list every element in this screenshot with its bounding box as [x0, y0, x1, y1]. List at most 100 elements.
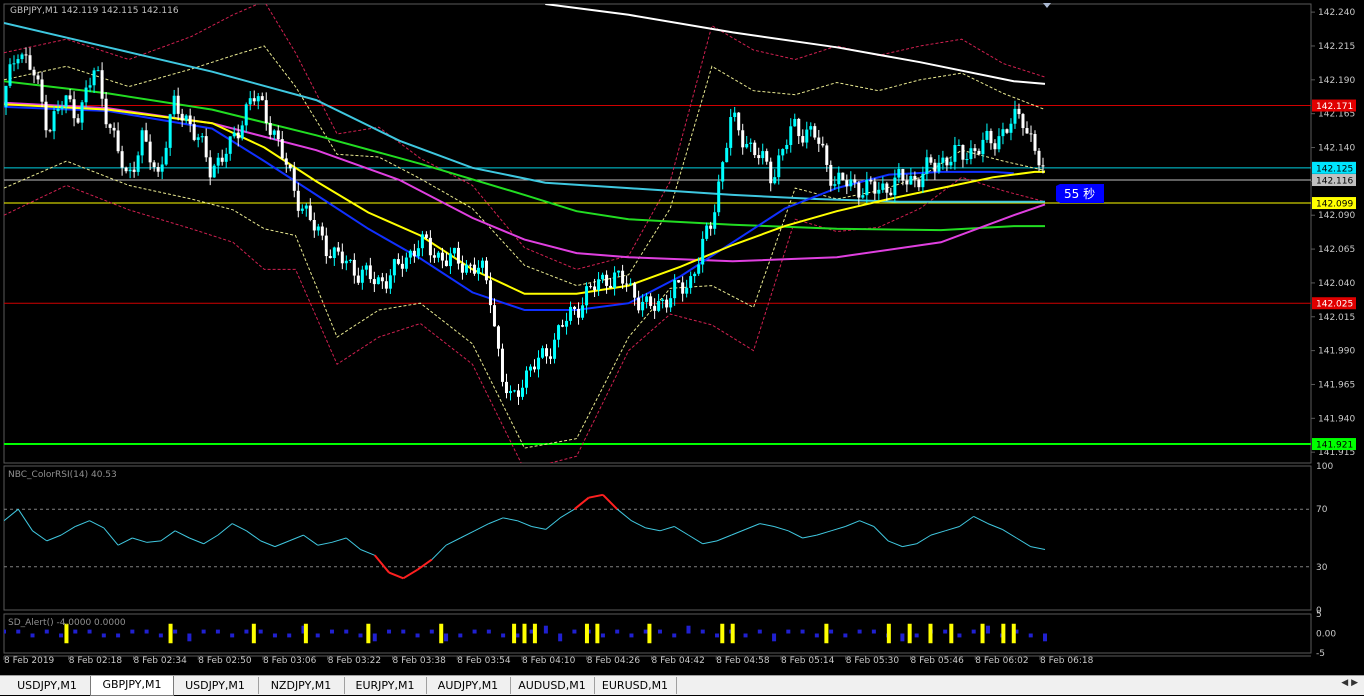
- candle-body: [525, 370, 529, 388]
- candle-body: [637, 297, 641, 311]
- rsi-segment: [588, 493, 604, 499]
- candle-body: [36, 75, 40, 80]
- candle-body: [304, 205, 308, 209]
- tab-gbpjpym1[interactable]: GBPJPY,M1: [90, 676, 174, 696]
- candle: [965, 152, 969, 165]
- tab-audusdm1[interactable]: AUDUSD,M1: [510, 677, 595, 694]
- candle: [709, 221, 713, 236]
- candle-body: [56, 108, 60, 112]
- tab-usdjpym1[interactable]: USDJPY,M1: [4, 677, 91, 694]
- alert-bar: [215, 629, 220, 634]
- candle-body: [801, 136, 805, 143]
- candle: [657, 293, 661, 313]
- candle-body: [649, 296, 653, 306]
- rsi-segment: [659, 526, 675, 532]
- candle: [48, 128, 52, 133]
- candle: [204, 128, 208, 162]
- candle-body: [272, 130, 276, 135]
- candle: [845, 174, 849, 195]
- candle-body: [312, 219, 316, 231]
- candle: [553, 333, 557, 364]
- candle: [609, 277, 613, 289]
- candle-body: [88, 85, 92, 88]
- candle: [825, 143, 829, 172]
- price-tag: [1312, 438, 1356, 451]
- candle: [420, 230, 424, 257]
- alert-label: SD_Alert() -4.0000 0.0000: [8, 618, 126, 628]
- candle-body: [713, 212, 717, 229]
- candle-body: [464, 264, 468, 273]
- alert-bar: [800, 629, 805, 634]
- alert-bar: [272, 633, 277, 638]
- candle: [480, 257, 484, 274]
- candle-body: [256, 96, 260, 102]
- alert-bar: [315, 633, 320, 638]
- candle: [276, 125, 280, 147]
- alert-bar: [201, 629, 206, 634]
- candle-body: [701, 238, 705, 265]
- candle: [64, 94, 68, 114]
- tab-eurusdm1[interactable]: EURUSD,M1: [594, 677, 677, 694]
- candle: [841, 172, 845, 181]
- chart-shift-marker-icon[interactable]: [1043, 3, 1051, 8]
- candle: [625, 275, 629, 292]
- candle: [1041, 157, 1045, 174]
- candle-body: [693, 273, 697, 277]
- rsi-segment: [203, 534, 219, 545]
- candle: [901, 168, 905, 186]
- rsi-segment: [331, 537, 347, 543]
- candle: [160, 156, 164, 180]
- candle: [328, 249, 332, 259]
- candle-body: [881, 183, 885, 190]
- candle-body: [861, 195, 865, 198]
- rsi-segment: [531, 525, 546, 530]
- candle-body: [228, 136, 232, 154]
- candle-body: [569, 306, 573, 321]
- candle: [605, 270, 609, 294]
- candle: [256, 93, 260, 110]
- candle-body: [400, 263, 404, 269]
- candle: [529, 364, 533, 377]
- tab-audjpym1[interactable]: AUDJPY,M1: [426, 677, 511, 694]
- chart-area[interactable]: 142.240 142.215 142.190 142.165 142.140 142.1…: [0, 0, 1364, 675]
- candle: [945, 156, 949, 172]
- candle-body: [949, 161, 953, 166]
- candle: [801, 129, 805, 147]
- candle-body: [496, 326, 500, 349]
- candle-body: [865, 179, 869, 196]
- price-tag-label: 142.099: [1316, 200, 1353, 210]
- candle: [352, 253, 356, 284]
- candle: [96, 66, 100, 72]
- alert-bar: [101, 633, 106, 638]
- alert-bar: [244, 629, 249, 634]
- rsi-segment: [773, 526, 789, 532]
- rsi-segment: [373, 554, 390, 574]
- rsi-segment: [702, 540, 718, 545]
- alert-bar: [44, 629, 49, 634]
- tab-eurjpym1[interactable]: EURJPY,M1: [344, 677, 427, 694]
- candle: [128, 162, 132, 179]
- tab-nzdjpym1[interactable]: NZDJPY,M1: [258, 677, 345, 694]
- candle: [380, 272, 384, 289]
- candle: [577, 302, 581, 325]
- candle-body: [140, 130, 144, 156]
- candle-body: [1001, 129, 1005, 137]
- tab-scroll-arrows-icon[interactable]: ◀ ▶: [1341, 678, 1358, 688]
- alert-bar: [957, 633, 962, 638]
- candle: [364, 262, 368, 276]
- candle-body: [689, 276, 693, 288]
- candle-body: [781, 149, 785, 156]
- candle: [520, 379, 524, 400]
- candle-body: [84, 87, 88, 103]
- tab-usdjpym1[interactable]: USDJPY,M1: [172, 677, 259, 694]
- candle-body: [428, 237, 432, 256]
- candle-body: [545, 348, 549, 357]
- candle-body: [456, 247, 460, 264]
- candle: [500, 343, 504, 387]
- candle-body: [841, 172, 845, 181]
- price-chart[interactable]: 142.240 142.215 142.190 142.165 142.140 142.1…: [0, 0, 1364, 675]
- alert-bar: [1043, 633, 1047, 642]
- candle-body: [785, 144, 789, 150]
- candle-body: [733, 112, 737, 118]
- candle-body: [609, 285, 613, 288]
